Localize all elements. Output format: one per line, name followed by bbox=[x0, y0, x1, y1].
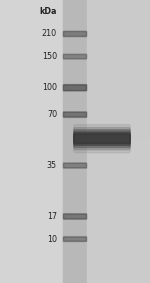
Bar bbox=[87, 0, 150, 283]
Text: 150: 150 bbox=[42, 52, 57, 61]
FancyBboxPatch shape bbox=[63, 237, 87, 241]
FancyBboxPatch shape bbox=[63, 84, 87, 91]
FancyBboxPatch shape bbox=[74, 125, 130, 153]
FancyBboxPatch shape bbox=[63, 237, 87, 242]
FancyBboxPatch shape bbox=[74, 130, 130, 147]
Text: kDa: kDa bbox=[39, 7, 57, 16]
FancyBboxPatch shape bbox=[63, 214, 87, 219]
FancyBboxPatch shape bbox=[63, 54, 87, 59]
Text: 100: 100 bbox=[42, 83, 57, 92]
FancyBboxPatch shape bbox=[63, 163, 87, 168]
FancyBboxPatch shape bbox=[63, 85, 87, 91]
Text: 17: 17 bbox=[47, 212, 57, 221]
FancyBboxPatch shape bbox=[63, 112, 87, 117]
FancyBboxPatch shape bbox=[74, 132, 130, 145]
Text: 35: 35 bbox=[47, 161, 57, 170]
FancyBboxPatch shape bbox=[74, 128, 130, 150]
Text: 70: 70 bbox=[47, 110, 57, 119]
FancyBboxPatch shape bbox=[63, 31, 87, 36]
FancyBboxPatch shape bbox=[63, 163, 87, 168]
FancyBboxPatch shape bbox=[63, 214, 87, 219]
FancyBboxPatch shape bbox=[74, 134, 130, 143]
FancyBboxPatch shape bbox=[63, 112, 87, 117]
FancyBboxPatch shape bbox=[63, 31, 87, 37]
FancyBboxPatch shape bbox=[63, 54, 87, 59]
Bar bbox=[63, 0, 87, 283]
Bar bbox=[63, 0, 150, 283]
Text: 210: 210 bbox=[42, 29, 57, 38]
Text: 10: 10 bbox=[47, 235, 57, 244]
